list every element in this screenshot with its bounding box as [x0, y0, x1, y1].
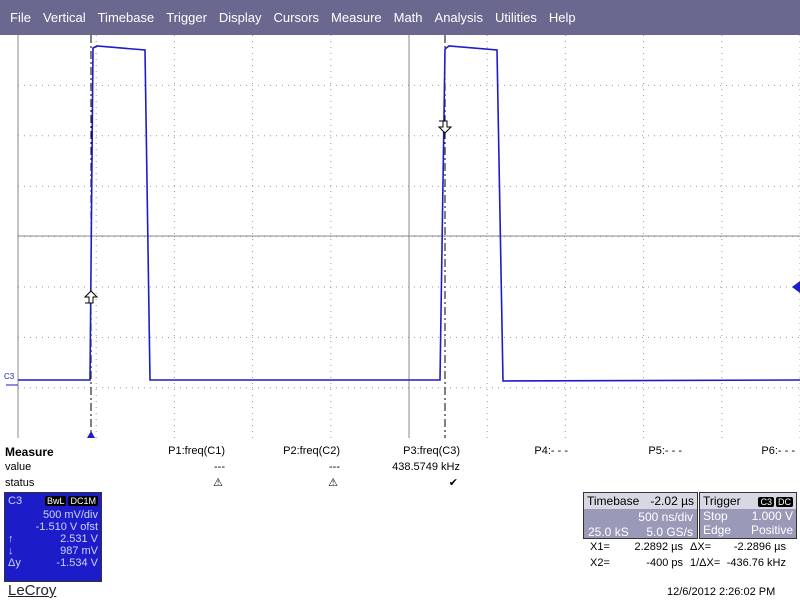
- trigger-cell: Positive: [750, 523, 793, 537]
- cursor-marker: [83, 290, 99, 304]
- menu-item[interactable]: Measure: [331, 10, 382, 25]
- cursor-label: X1=: [590, 541, 610, 553]
- scope-display: C3: [4, 35, 800, 438]
- trigger-rows: Stop 1.000 V Edge Positive: [700, 509, 796, 537]
- cursor-value: -400 ps: [646, 557, 683, 569]
- trigger-tag: C3: [758, 497, 774, 507]
- trigger-box[interactable]: Trigger C3 DC Stop 1.000 V Edge Positive: [699, 492, 797, 539]
- menu-item[interactable]: File: [10, 10, 31, 25]
- param-value: 438.5749 kHz: [392, 461, 460, 473]
- measure-title: Measure: [5, 445, 54, 459]
- cursor-dlabel: 1/ΔX=: [690, 557, 721, 569]
- readout-value: 987 mV: [60, 545, 98, 557]
- cursor-dvalue: -2.2896 µs: [733, 541, 786, 553]
- menu-item[interactable]: Math: [393, 10, 423, 25]
- readout-value: 2.531 V: [60, 533, 98, 545]
- cursor-value: 2.2892 µs: [634, 541, 683, 553]
- readout-label: ↑: [8, 533, 14, 545]
- trigger-position: [87, 431, 95, 438]
- datetime: 12/6/2012 2:26:02 PM: [667, 586, 776, 598]
- trigger-cell: Edge: [703, 523, 732, 537]
- channel-name: C3: [8, 495, 23, 507]
- waveform: [18, 45, 800, 382]
- param-name: P6:- - -: [761, 445, 795, 457]
- param-name: P2:freq(C2): [283, 445, 340, 457]
- readout-row: ↑ 2.531 V: [5, 533, 101, 545]
- menu-item[interactable]: Timebase: [97, 10, 155, 25]
- readout-row: ↓ 987 mV: [5, 545, 101, 557]
- menu-item[interactable]: Cursors: [273, 10, 320, 25]
- menu-item[interactable]: Utilities: [494, 10, 537, 25]
- timebase-samples: 25.0 kS: [588, 525, 629, 539]
- row-label: value: [5, 461, 32, 473]
- channel-box[interactable]: C3 BwL DC1M 500 mV/div -1.510 V ofst ↑ 2.5…: [4, 492, 102, 582]
- timebase-box[interactable]: Timebase -2.02 µs 500 ns/div 25.0 kS 5.0 G…: [583, 492, 698, 539]
- param-status: ⚠: [213, 477, 223, 489]
- param-name: P1:freq(C1): [168, 445, 225, 457]
- menu-item[interactable]: Display: [218, 10, 262, 25]
- cursor-dlabel: ΔX=: [690, 541, 712, 553]
- trigger-cell: 1.000 V: [751, 509, 793, 523]
- cursor-marker: [437, 120, 453, 134]
- cursor-label: X2=: [590, 557, 610, 569]
- channel-line: 500 mV/div: [42, 509, 98, 521]
- readout-value: -1.534 V: [56, 557, 98, 569]
- param-value: ---: [329, 461, 340, 473]
- menu-item[interactable]: Help: [548, 10, 576, 25]
- timebase-perdiv: 500 ns/div: [638, 510, 693, 524]
- readout-label: ↓: [8, 545, 14, 557]
- trigger-row: Edge Positive: [700, 523, 796, 537]
- trace-label: C3: [4, 372, 15, 381]
- menu-item[interactable]: Trigger: [166, 10, 207, 25]
- menu-bar: File Vertical Timebase Trigger Display Cursor…: [0, 0, 800, 35]
- param-name: P4:- - -: [534, 445, 568, 457]
- trigger-row: Stop 1.000 V: [700, 509, 796, 523]
- timebase-rate: 5.0 GS/s: [646, 525, 693, 539]
- trigger-level: [792, 281, 800, 293]
- trigger-tag: DC: [776, 497, 793, 507]
- brand: LeCroy: [8, 582, 57, 599]
- timebase-title: Timebase: [587, 494, 640, 508]
- param-value: ---: [214, 461, 225, 473]
- channel-line: -1.510 V ofst: [35, 521, 98, 533]
- param-status: ⚠: [328, 477, 338, 489]
- row-label: status: [5, 477, 35, 489]
- readouts: ↑ 2.531 V ↓ 987 mV Δy -1.534 V: [5, 533, 101, 569]
- param-name: P3:freq(C3): [403, 445, 460, 457]
- trigger-title: Trigger: [703, 494, 741, 508]
- channel-tag: BwL: [44, 496, 67, 506]
- channel-tag: DC1M: [68, 496, 98, 506]
- trigger-cell: Stop: [703, 509, 728, 523]
- menu-item[interactable]: Analysis: [434, 10, 483, 25]
- menu-item[interactable]: Vertical: [42, 10, 86, 25]
- timebase-offset: -2.02 µs: [650, 494, 694, 508]
- cursor-dvalue: -436.76 kHz: [726, 557, 786, 569]
- readout-row: Δy -1.534 V: [5, 557, 101, 569]
- param-status: ✔: [448, 477, 458, 489]
- param-name: P5:- - -: [648, 445, 682, 457]
- readout-label: Δy: [8, 557, 21, 569]
